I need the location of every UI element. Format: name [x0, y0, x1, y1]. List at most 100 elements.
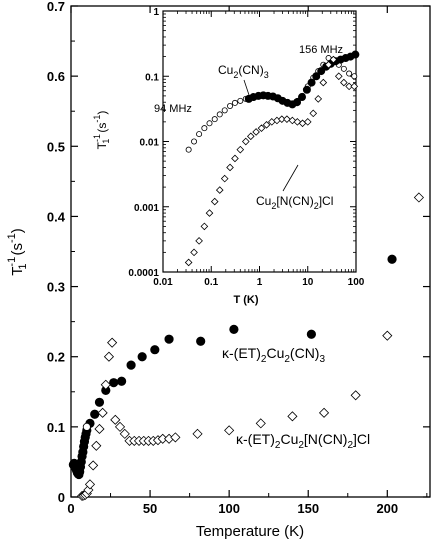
main-point-open-diamond: [84, 479, 96, 490]
inset-point-open-diamond: [277, 115, 286, 123]
inset-x-tick-label: 0.01: [153, 277, 173, 288]
inset-point-open-diamond: [252, 128, 260, 136]
main-point-open-diamond: [88, 460, 99, 471]
inset-point-filled-circle: [293, 98, 302, 107]
inset-point-open-circle: [191, 138, 198, 145]
annotation-ncn2cl: κ-(ET)2Cu2[N(CN)2]Cl: [236, 431, 370, 451]
inset-point-open-diamond: [257, 124, 266, 132]
inset-annotation-156mhz: 156 MHz: [299, 44, 343, 56]
main-point-open-diamond: [91, 440, 102, 451]
inset-point-open-circle: [206, 120, 213, 127]
inset-point-open-diamond: [293, 118, 302, 126]
inset-annotation-94mhz: 94 MHz: [154, 103, 192, 115]
main-y-tick-label: 0: [58, 490, 65, 505]
inset-y-axis-label: T-11(s-1): [92, 111, 111, 150]
main-x-tick-label: 200: [376, 501, 398, 516]
main-point-open-diamond: [287, 411, 298, 422]
inset-point-filled-circle: [351, 50, 360, 59]
inset-point-open-circle: [211, 116, 218, 123]
inset-point-open-diamond: [236, 145, 245, 154]
inset-point-open-circle: [216, 111, 223, 118]
main-point-filled-circle: [94, 397, 105, 407]
annotation-cn3: κ-(ET)2Cu2(CN)3: [222, 345, 325, 365]
inset-point-open-diamond: [350, 82, 359, 91]
inset-x-tick-label: 100: [348, 277, 365, 288]
inset-point-open-diamond: [324, 60, 333, 69]
inset-point-open-circle: [227, 102, 234, 109]
main-point-open-diamond: [94, 423, 105, 435]
main-chart: 0 50 100 150 200 0 0.1 0.2 0.3 0.4 0.5 0.6 0.7 T-11(…: [6, 0, 431, 540]
inset-x-axis-label: T (K): [233, 294, 258, 306]
inset-point-open-circle: [196, 131, 203, 138]
inset-pointer-cu2ncn2cl: [282, 164, 299, 192]
inset-point-open-diamond: [303, 118, 312, 126]
inset-point-open-diamond: [210, 197, 219, 206]
inset-x-tick-label: 0.1: [204, 277, 218, 288]
main-point-open-diamond: [100, 379, 111, 390]
inset-point-open-diamond: [231, 154, 239, 163]
main-point-filled-circle: [229, 324, 239, 334]
inset-y-tick-label: 0.01: [140, 138, 160, 149]
main-y-axis-label: T-11(s-1): [6, 228, 29, 276]
inset-x-tick-label: 10: [302, 277, 314, 288]
inset-points: [184, 50, 360, 267]
inset-point-open-diamond: [345, 82, 353, 91]
main-point-filled-circle: [126, 360, 136, 370]
main-y-tick-label: 0.2: [47, 350, 65, 365]
main-point-filled-circle: [387, 254, 397, 264]
inset-point-open-diamond: [262, 121, 271, 129]
inset-point-filled-circle: [312, 72, 321, 81]
inset-point-open-diamond: [215, 186, 224, 194]
main-ticks: 0 50 100 150 200 0 0.1 0.2 0.3 0.4 0.5 0.6 0.7: [47, 0, 430, 516]
inset-point-open-diamond: [195, 237, 203, 245]
inset-point-open-diamond: [283, 115, 291, 123]
main-point-open-diamond: [318, 407, 330, 418]
inset-point-open-diamond: [329, 55, 338, 64]
main-point-filled-circle: [117, 376, 127, 386]
inset-point-open-diamond: [200, 222, 209, 231]
inset-point-filled-circle: [307, 78, 316, 87]
inset-y-tick-label: 0.0001: [128, 268, 159, 279]
inset-point-open-circle: [221, 107, 228, 114]
inset-point-open-diamond: [190, 248, 198, 257]
inset-point-open-diamond: [319, 78, 328, 87]
main-x-tick-label: 100: [218, 501, 240, 516]
main-point-open-diamond: [119, 428, 130, 439]
inset-point-open-circle: [237, 97, 244, 104]
inset-chart: 0.01 0.1 1 10 100 0.0001 0.001 0.01 0.1 1 T-11(s-…: [92, 7, 365, 306]
main-point-filled-circle: [90, 409, 100, 419]
inset-point-open-diamond: [220, 174, 229, 183]
inset-point-filled-circle: [317, 67, 326, 76]
inset-annotation-cu2cn3: Cu2(CN)3: [218, 63, 269, 80]
main-y-tick-label: 0.4: [47, 209, 66, 224]
main-point-filled-circle: [196, 336, 206, 346]
main-point-open-diamond: [413, 192, 424, 203]
inset-pointer-cu2cn3: [243, 79, 251, 99]
inset-point-open-diamond: [246, 132, 255, 141]
inset-point-open-diamond: [314, 95, 323, 103]
main-x-tick-label: 150: [297, 501, 319, 516]
inset-point-open-circle: [346, 70, 353, 77]
inset-y-tick-label: 0.1: [145, 72, 159, 83]
inset-point-open-diamond: [340, 78, 348, 87]
main-point-open-diamond: [350, 390, 361, 401]
inset-point-open-diamond: [226, 163, 234, 172]
main-point-open-diamond: [110, 414, 121, 425]
inset-annotation-cu2ncn2cl: Cu2[N(CN)2]Cl: [256, 194, 333, 211]
inset-x-tick-label: 1: [257, 277, 263, 288]
main-point-filled-circle: [109, 378, 119, 388]
main-point-open-diamond: [107, 337, 118, 348]
main-point-open-diamond: [255, 418, 266, 429]
inset-point-open-diamond: [309, 109, 318, 118]
main-point-open-diamond: [97, 407, 108, 418]
inset-point-open-circle: [340, 65, 347, 72]
inset-y-tick-label: 0.001: [134, 203, 159, 214]
main-x-axis-label: Temperature (K): [196, 523, 304, 540]
main-point-open-diamond: [170, 432, 181, 443]
inset-point-open-circle: [185, 146, 192, 153]
inset-point-open-diamond: [184, 258, 193, 267]
inset-point-open-diamond: [241, 137, 250, 146]
main-x-tick-label: 0: [67, 501, 74, 516]
main-x-tick-label: 50: [143, 501, 157, 516]
